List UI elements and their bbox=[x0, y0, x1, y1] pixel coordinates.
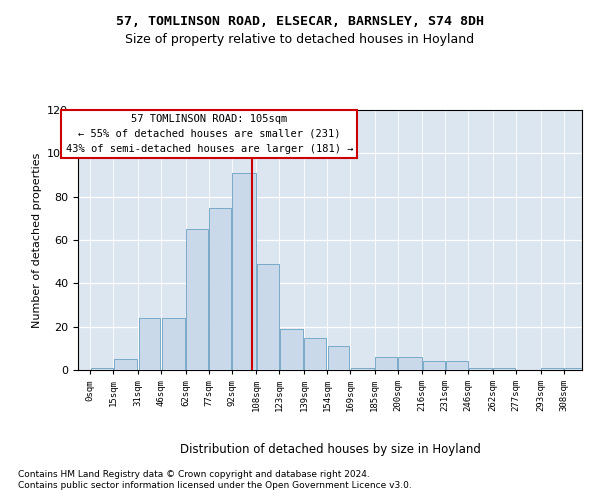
Bar bbox=[564, 368, 586, 370]
Text: 57, TOMLINSON ROAD, ELSECAR, BARNSLEY, S74 8DH: 57, TOMLINSON ROAD, ELSECAR, BARNSLEY, S… bbox=[116, 15, 484, 28]
Bar bbox=[280, 329, 303, 370]
Text: Size of property relative to detached houses in Hoyland: Size of property relative to detached ho… bbox=[125, 32, 475, 46]
Bar bbox=[350, 368, 374, 370]
Text: Distribution of detached houses by size in Hoyland: Distribution of detached houses by size … bbox=[179, 442, 481, 456]
Text: Contains HM Land Registry data © Crown copyright and database right 2024.: Contains HM Land Registry data © Crown c… bbox=[18, 470, 370, 479]
Text: 57 TOMLINSON ROAD: 105sqm
← 55% of detached houses are smaller (231)
43% of semi: 57 TOMLINSON ROAD: 105sqm ← 55% of detac… bbox=[65, 114, 353, 154]
Bar bbox=[423, 362, 445, 370]
Bar bbox=[304, 338, 326, 370]
Bar bbox=[186, 229, 208, 370]
Bar bbox=[469, 368, 492, 370]
Bar bbox=[446, 362, 467, 370]
Bar bbox=[257, 264, 278, 370]
Y-axis label: Number of detached properties: Number of detached properties bbox=[32, 152, 41, 328]
Bar bbox=[541, 368, 563, 370]
Bar bbox=[139, 318, 160, 370]
Bar bbox=[375, 357, 397, 370]
Bar bbox=[232, 173, 256, 370]
Bar bbox=[328, 346, 349, 370]
Bar bbox=[114, 359, 137, 370]
Bar bbox=[161, 318, 185, 370]
Bar bbox=[493, 368, 515, 370]
Bar bbox=[91, 368, 113, 370]
Bar bbox=[398, 357, 422, 370]
Text: Contains public sector information licensed under the Open Government Licence v3: Contains public sector information licen… bbox=[18, 481, 412, 490]
Bar bbox=[209, 208, 231, 370]
